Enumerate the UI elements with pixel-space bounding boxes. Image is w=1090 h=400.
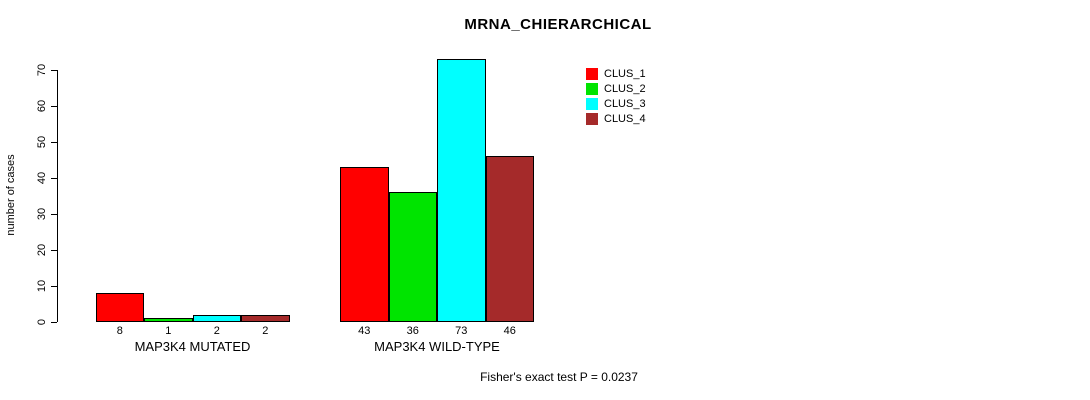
bar-value-label: 1 [165,325,172,337]
y-tick-mark [51,142,57,143]
legend-item: CLUS_4 [586,111,646,126]
legend-swatch-icon [586,82,598,95]
bar-clus_2-group2 [388,192,437,322]
bar-value-label: 8 [116,325,123,337]
y-tick-label: 40 [36,171,48,185]
y-axis-title: number of cases [5,154,17,236]
bar-value-label: 46 [503,325,516,337]
legend-swatch-icon [586,67,598,80]
legend-swatch-icon [586,112,598,125]
y-tick-mark [51,286,57,287]
bar-clus_2-group1 [144,318,193,322]
y-tick-label: 0 [36,318,48,326]
y-axis-line [57,70,58,322]
bar-clus_4-group2 [485,156,534,322]
y-tick-label: 70 [36,63,48,77]
bar-value-label: 36 [406,325,419,337]
legend: CLUS_1 CLUS_2 CLUS_3 CLUS_4 [586,66,646,126]
y-tick-label: 50 [36,135,48,149]
bar-clus_3-group2 [437,59,486,322]
legend-label: CLUS_1 [604,67,646,80]
bar-value-label: 43 [358,325,371,337]
legend-swatch-icon [586,97,598,110]
bar-value-label: 2 [213,325,220,337]
legend-item: CLUS_2 [586,81,646,96]
y-tick-mark [51,250,57,251]
bar-value-label: 2 [262,325,269,337]
y-tick-label: 20 [36,243,48,257]
y-tick-label: 10 [36,279,48,293]
legend-label: CLUS_4 [604,112,646,125]
legend-label: CLUS_3 [604,97,646,110]
x-category-label: MAP3K4 WILD-TYPE [374,339,500,354]
y-tick-mark [51,178,57,179]
legend-item: CLUS_1 [586,66,646,81]
y-tick-label: 60 [36,99,48,113]
bar-value-label: 73 [455,325,468,337]
stat-annotation: Fisher's exact test P = 0.0237 [480,370,638,384]
y-tick-mark [51,106,57,107]
y-tick-mark [51,70,57,71]
chart-title: MRNA_CHIERARCHICAL [464,16,652,33]
legend-item: CLUS_3 [586,96,646,111]
bar-clus_3-group1 [192,314,241,322]
bar-clus_1-group1 [95,293,144,322]
y-tick-mark [51,214,57,215]
bar-clus_1-group2 [340,167,389,322]
bar-clus_4-group1 [241,314,290,322]
x-category-label: MAP3K4 MUTATED [134,339,251,354]
y-tick-label: 30 [36,207,48,221]
y-tick-mark [51,322,57,323]
legend-label: CLUS_2 [604,82,646,95]
